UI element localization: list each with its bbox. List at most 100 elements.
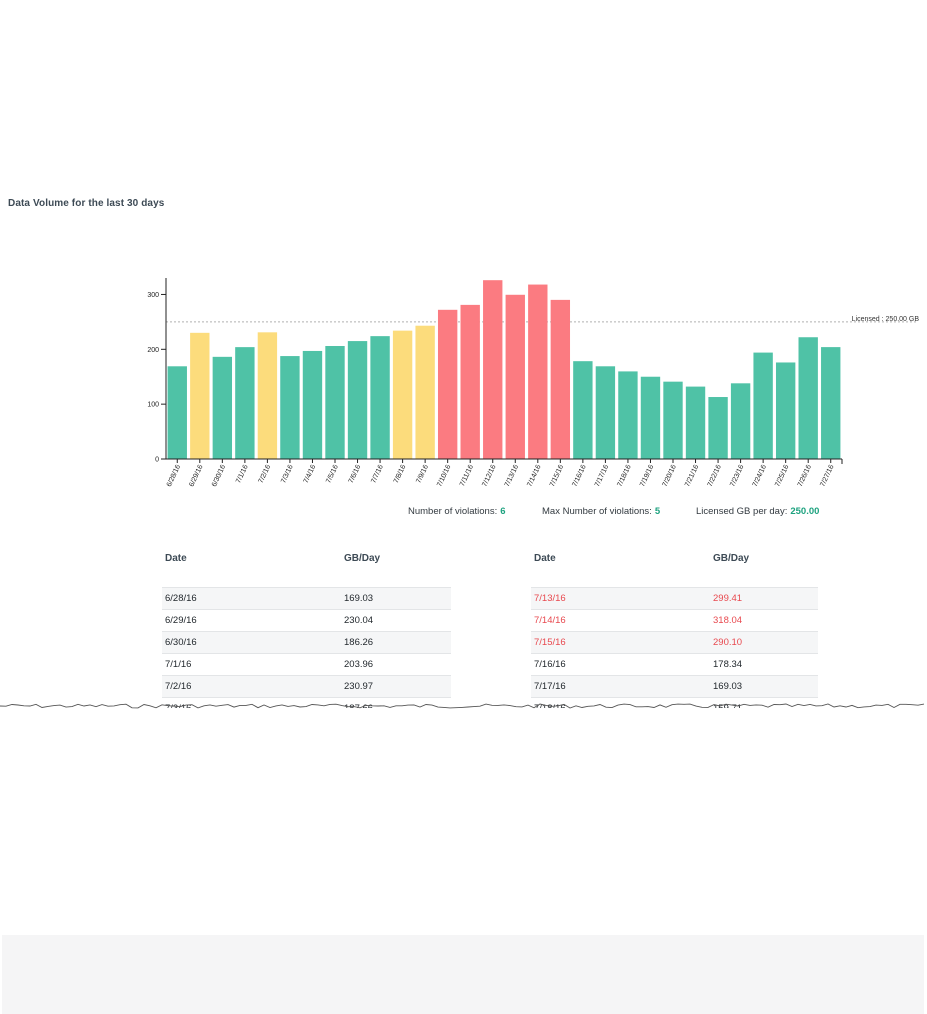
gb-column-header[interactable]: GB/Day bbox=[344, 553, 381, 564]
x-tick-label-6-30-16: 6/30/16 bbox=[211, 464, 227, 488]
x-tick-label-7-9-16: 7/9/16 bbox=[415, 464, 430, 485]
x-tick-label-7-21-16: 7/21/16 bbox=[684, 464, 700, 488]
violations-count-stat: Number of violations: 6 bbox=[408, 506, 506, 517]
max-violations-label: Max Number of violations: bbox=[542, 506, 652, 517]
licensed-gb-value: 250.00 bbox=[790, 506, 820, 517]
x-tick-label-7-13-16: 7/13/16 bbox=[504, 464, 520, 488]
y-tick-label-0: 0 bbox=[155, 457, 159, 464]
bar-6-29-16 bbox=[190, 332, 210, 459]
bar-7-20-16 bbox=[663, 381, 683, 459]
bar-7-4-16 bbox=[302, 350, 323, 459]
bar-7-26-16 bbox=[798, 337, 818, 459]
tear-cover bbox=[0, 708, 927, 722]
bar-7-21-16 bbox=[685, 386, 706, 459]
licensed-gb-label: Licensed GB per day: bbox=[696, 506, 788, 517]
bar-7-25-16 bbox=[775, 362, 796, 459]
bar-7-13-16 bbox=[505, 294, 525, 459]
table-header-row: Date GB/Day bbox=[531, 546, 818, 588]
row-date-cell: 7/13/16 bbox=[531, 587, 710, 610]
date-column-header[interactable]: Date bbox=[165, 553, 187, 564]
panel-title: Data Volume for the last 30 days bbox=[8, 198, 165, 209]
row-gb-cell: 230.04 bbox=[341, 609, 451, 632]
x-tick-label-7-1-16: 7/1/16 bbox=[235, 464, 250, 485]
row-date-cell: 7/17/16 bbox=[531, 675, 710, 698]
violation-stats: Number of violations: 6 Max Number of vio… bbox=[0, 506, 927, 522]
x-tick-label-7-4-16: 7/4/16 bbox=[303, 464, 318, 485]
licensed-gb-stat: Licensed GB per day: 250.00 bbox=[696, 506, 819, 517]
x-tick-label-7-26-16: 7/26/16 bbox=[797, 464, 813, 488]
x-tick-label-7-14-16: 7/14/16 bbox=[526, 464, 542, 488]
gb-column-header[interactable]: GB/Day bbox=[713, 553, 750, 564]
bar-7-15-16 bbox=[550, 299, 571, 459]
bar-7-5-16 bbox=[325, 346, 345, 459]
licensed-threshold-label: Licensed : 250.00 GB bbox=[852, 316, 920, 323]
data-volume-bar-chart: Licensed : 250.00 GB 0 100 200 300 6/28/16 6/2… bbox=[147, 278, 920, 488]
volume-table-left: Date GB/Day 6/28/16 169.03 6/29/16 230.04 6/… bbox=[162, 546, 451, 719]
table-row: 7/14/16 318.04 bbox=[531, 609, 818, 632]
x-tick-label-7-16-16: 7/16/16 bbox=[571, 464, 587, 488]
x-tick-label-7-10-16: 7/10/16 bbox=[436, 464, 452, 488]
x-tick-label-7-24-16: 7/24/16 bbox=[752, 464, 768, 488]
x-tick-label-7-22-16: 7/22/16 bbox=[707, 464, 723, 488]
bar-7-11-16 bbox=[460, 304, 480, 459]
row-gb-cell: 169.03 bbox=[341, 587, 451, 610]
bar-7-3-16 bbox=[280, 356, 300, 459]
table-row: 7/15/16 290.10 bbox=[531, 631, 818, 654]
row-gb-cell: 318.04 bbox=[710, 609, 818, 632]
x-tick-label-7-15-16: 7/15/16 bbox=[549, 464, 565, 488]
bar-7-10-16 bbox=[437, 309, 458, 459]
bar-7-12-16 bbox=[483, 280, 503, 459]
table-row: 7/1/16 203.96 bbox=[162, 653, 451, 676]
bar-7-19-16 bbox=[640, 376, 661, 459]
table-row: 6/28/16 169.03 bbox=[162, 587, 451, 610]
table-row: 7/13/16 299.41 bbox=[531, 587, 818, 610]
row-date-cell: 7/2/16 bbox=[162, 675, 341, 698]
torn-edge bbox=[0, 703, 927, 722]
bar-7-17-16 bbox=[595, 366, 616, 459]
x-tick-label-7-12-16: 7/12/16 bbox=[481, 464, 497, 488]
max-violations-stat: Max Number of violations: 5 bbox=[542, 506, 660, 517]
x-tick-label-6-29-16: 6/29/16 bbox=[188, 464, 204, 488]
table-row: 6/29/16 230.04 bbox=[162, 609, 451, 632]
row-gb-cell: 186.26 bbox=[341, 631, 451, 654]
bar-7-6-16 bbox=[347, 341, 368, 459]
bar-7-8-16 bbox=[392, 330, 413, 459]
data-volume-panel: Data Volume for the last 30 days License… bbox=[0, 188, 927, 719]
x-tick-label-7-7-16: 7/7/16 bbox=[370, 464, 385, 485]
y-tick-label-200: 200 bbox=[147, 347, 159, 354]
bar-7-22-16 bbox=[708, 397, 728, 459]
x-tick-label-6-28-16: 6/28/16 bbox=[166, 464, 182, 488]
x-tick-label-7-2-16: 7/2/16 bbox=[258, 464, 273, 485]
x-tick-label-7-20-16: 7/20/16 bbox=[662, 464, 678, 488]
x-tick-label-7-5-16: 7/5/16 bbox=[325, 464, 340, 485]
x-tick-label-7-11-16: 7/11/16 bbox=[459, 464, 475, 488]
bar-7-27-16 bbox=[821, 347, 841, 459]
x-tick-label-7-25-16: 7/25/16 bbox=[774, 464, 790, 488]
x-tick-label-7-6-16: 7/6/16 bbox=[348, 464, 363, 485]
bar-6-30-16 bbox=[212, 356, 233, 459]
max-violations-value: 5 bbox=[654, 506, 661, 517]
bar-7-24-16 bbox=[753, 352, 773, 459]
row-gb-cell: 290.10 bbox=[710, 631, 818, 654]
bar-7-14-16 bbox=[528, 284, 548, 459]
table-row: 7/2/16 230.97 bbox=[162, 675, 451, 698]
bar-7-23-16 bbox=[730, 383, 751, 459]
row-gb-cell: 178.34 bbox=[710, 653, 818, 676]
row-date-cell: 6/29/16 bbox=[162, 609, 341, 632]
row-date-cell: 6/28/16 bbox=[162, 587, 341, 610]
volume-table-right: Date GB/Day 7/13/16 299.41 7/14/16 318.04 7/… bbox=[531, 546, 818, 719]
row-date-cell: 7/14/16 bbox=[531, 609, 710, 632]
bar-6-28-16 bbox=[167, 366, 187, 459]
row-gb-cell: 169.03 bbox=[710, 675, 818, 698]
table-row: 7/16/16 178.34 bbox=[531, 653, 818, 676]
row-date-cell: 7/15/16 bbox=[531, 631, 710, 654]
x-tick-label-7-23-16: 7/23/16 bbox=[729, 464, 745, 488]
violations-count-label: Number of violations: bbox=[408, 506, 498, 517]
table-row: 7/17/16 169.03 bbox=[531, 675, 818, 698]
violations-count-value: 6 bbox=[500, 506, 506, 517]
bar-7-18-16 bbox=[618, 371, 638, 459]
date-column-header[interactable]: Date bbox=[534, 553, 556, 564]
row-gb-cell: 299.41 bbox=[710, 587, 818, 610]
x-tick-label-7-8-16: 7/8/16 bbox=[393, 464, 408, 485]
x-tick-label-7-18-16: 7/18/16 bbox=[617, 464, 633, 488]
